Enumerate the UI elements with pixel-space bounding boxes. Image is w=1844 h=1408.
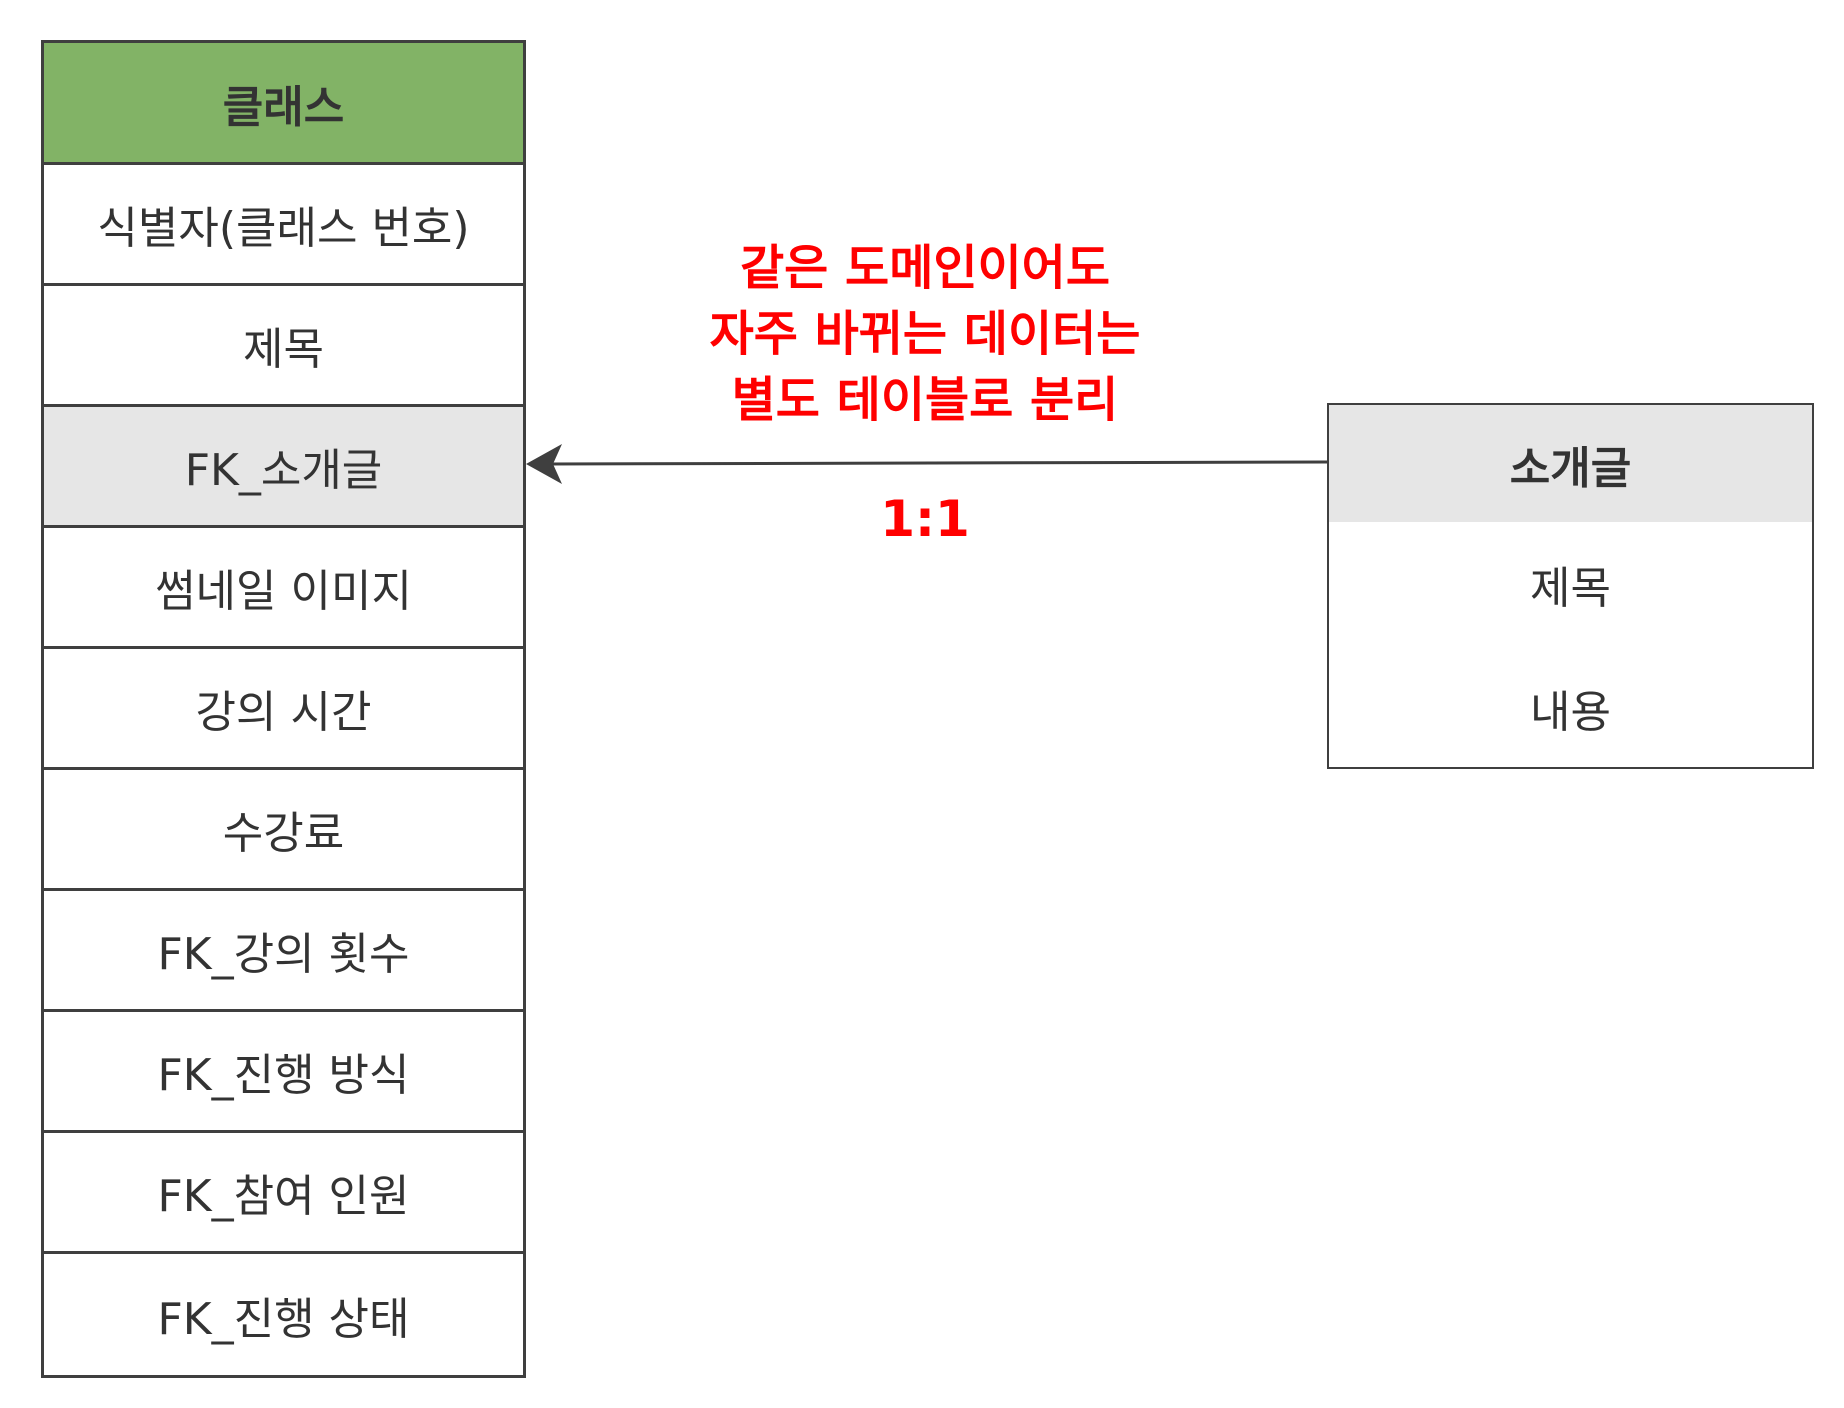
class-field-fk-lecture-count[interactable]: FK_강의 횟수 (44, 891, 523, 1012)
class-field-fk-progress-status[interactable]: FK_진행 상태 (44, 1254, 523, 1375)
introduction-entity-title: 소개글 (1329, 405, 1812, 522)
class-field-thumbnail[interactable]: 썸네일 이미지 (44, 528, 523, 649)
relationship-note: 같은 도메인이어도 자주 바뀌는 데이터는 별도 테이블로 분리 (640, 235, 1210, 433)
introduction-entity[interactable]: 소개글 제목 내용 (1327, 403, 1814, 769)
introduction-field-title[interactable]: 제목 (1530, 563, 1611, 614)
class-entity[interactable]: 클래스 식별자(클래스 번호) 제목 FK_소개글 썸네일 이미지 강의 시간 … (41, 40, 526, 1378)
relationship-note-line-3: 별도 테이블로 분리 (731, 372, 1119, 428)
relationship-note-line-1: 같은 도메인이어도 (740, 240, 1110, 296)
cardinality-label: 1:1 (880, 490, 970, 548)
connector-line (547, 460, 1328, 466)
class-field-identifier[interactable]: 식별자(클래스 번호) (44, 165, 523, 286)
arrowhead-icon (526, 444, 562, 484)
class-field-tuition[interactable]: 수강료 (44, 770, 523, 891)
class-field-fk-progress-method[interactable]: FK_진행 방식 (44, 1012, 523, 1133)
relationship-note-line-2: 자주 바뀌는 데이터는 (709, 306, 1141, 362)
class-field-fk-participants[interactable]: FK_참여 인원 (44, 1133, 523, 1254)
class-field-fk-introduction[interactable]: FK_소개글 (44, 407, 523, 528)
class-field-title[interactable]: 제목 (44, 286, 523, 407)
class-field-lecture-time[interactable]: 강의 시간 (44, 649, 523, 770)
class-entity-title: 클래스 (44, 43, 523, 165)
introduction-field-content[interactable]: 내용 (1530, 687, 1611, 738)
